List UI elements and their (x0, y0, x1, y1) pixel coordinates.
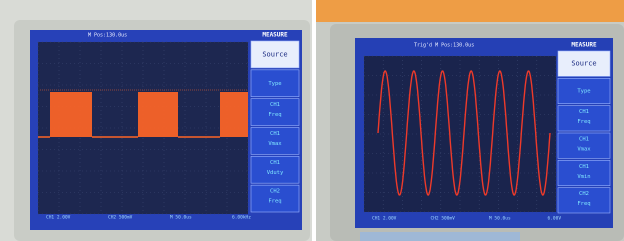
footer-text: CH1 2.00V (372, 216, 397, 222)
menu-item: CH2 (270, 189, 280, 195)
menu-item: Type (268, 81, 281, 87)
footer-text: CH2 500mV (108, 215, 133, 221)
menu-item: Vduty (267, 170, 284, 176)
menu-item: CH1 (270, 131, 280, 137)
menu-item: CH1 (579, 164, 589, 170)
menu-item: CH1 (579, 137, 589, 143)
pulse (220, 92, 248, 137)
header: M Pos:130.0us (88, 33, 127, 39)
footer-text: M 50.0us (170, 215, 192, 221)
menu-item: CH2 (579, 191, 589, 197)
menu-item: Vmax (268, 141, 282, 147)
label-sticker (360, 232, 520, 241)
menu-item: Source (571, 60, 596, 68)
menu-item: Freq (577, 119, 590, 125)
menu-item: Source (262, 50, 287, 58)
menu-item: Type (577, 89, 590, 95)
menu-title: MEASURE (262, 32, 288, 39)
menu-item: Vmax (577, 147, 591, 153)
menu-item: Vmin (577, 174, 590, 180)
pulse (50, 92, 92, 137)
footer-text: M 50.0us (489, 216, 511, 222)
menu-item: CH1 (270, 102, 280, 108)
menu-item: Freq (577, 201, 590, 207)
footer-text: 6.00kHz (232, 215, 251, 221)
footer-text: CH1 2.00V (46, 215, 71, 221)
footer-text: 6.00V (548, 216, 562, 222)
menu-title: MEASURE (571, 42, 597, 49)
photo: M Pos:130.0us MEASURE Source Type CH1 Freq CH1… (0, 0, 624, 241)
pulse (138, 92, 178, 137)
menu-item: Freq (268, 112, 281, 118)
right-wall (316, 0, 624, 22)
menu-item: CH1 (579, 109, 589, 115)
footer-text: CH2 500mV (431, 216, 456, 222)
menu-item: CH1 (270, 160, 280, 166)
header: Trig'd M Pos:130.0us (414, 43, 474, 49)
menu-item: Freq (268, 199, 281, 205)
